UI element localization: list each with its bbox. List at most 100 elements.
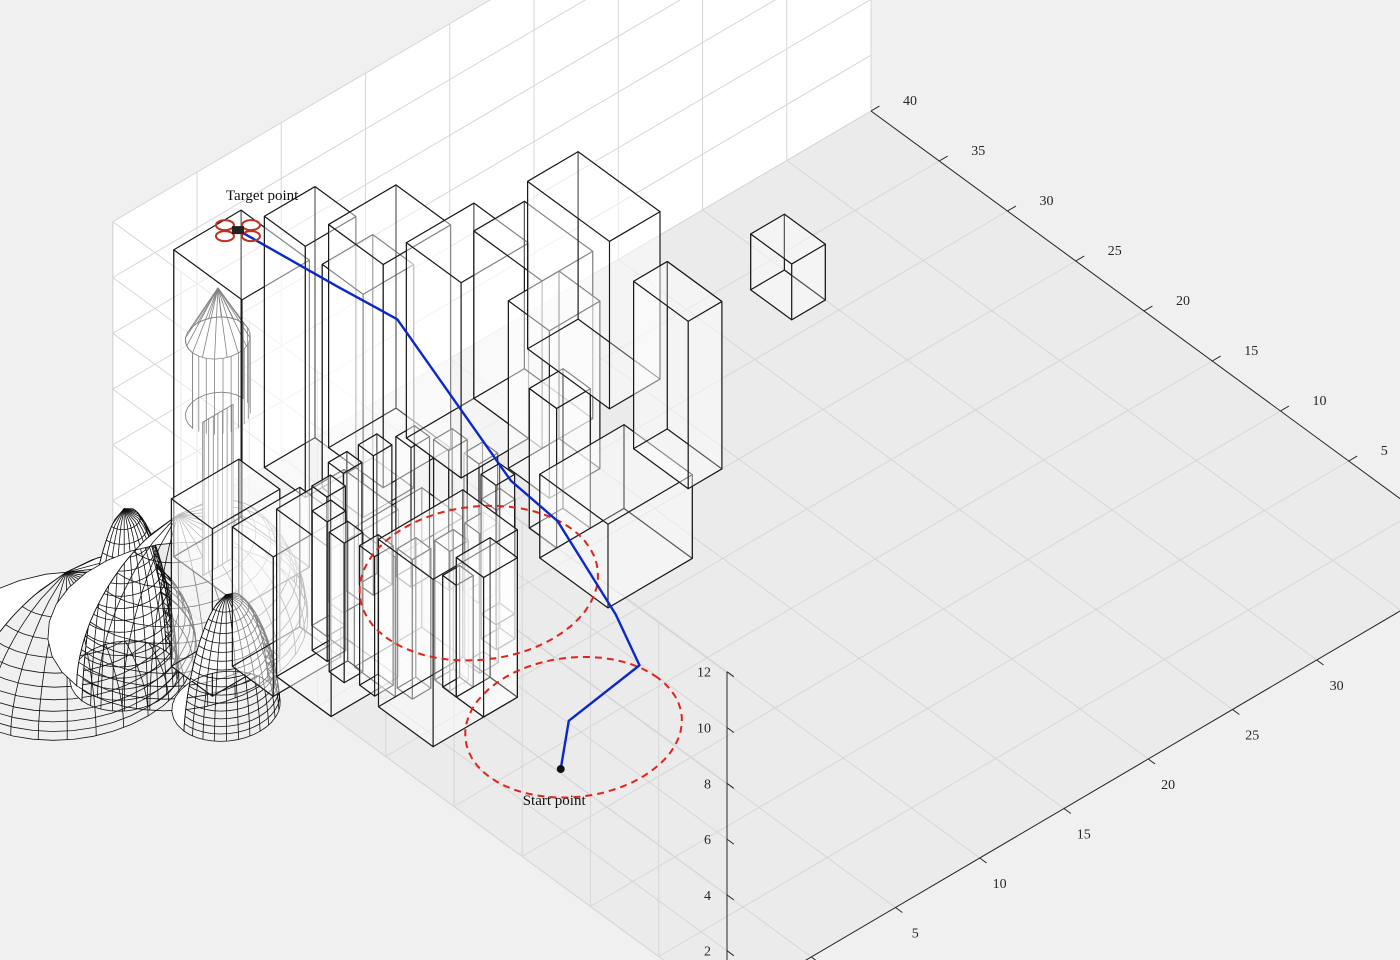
box-face [455,537,518,579]
dome-meridian [177,499,280,568]
z-tick-label: 2 [704,945,711,960]
z-tick-label: 4 [704,889,711,904]
box-face [311,510,328,662]
obstacle-box-12 [750,213,826,321]
y-tick-mark [1211,355,1221,362]
y-tick-label: 30 [1040,194,1054,209]
dome-meridian [177,514,309,618]
x-tick-label: 20 [1161,778,1175,793]
ellipsoid-meridian [225,594,276,688]
x-tick-mark [895,907,903,913]
floor-grid-x [280,457,896,908]
x-tick-label: 15 [1077,828,1091,843]
target-point-marker [214,219,261,243]
y-tick-mark [1280,405,1290,412]
ellipsoid-meridian [225,594,280,711]
floor-grid-x [365,407,981,859]
y-tick-label: 10 [1313,394,1327,409]
left-grid-z [112,332,728,784]
floor [112,111,1400,960]
ellipsoid-meridian [225,594,251,737]
y-tick-label: 25 [1108,244,1122,259]
ellipsoid-meridian [225,594,269,726]
box-face [473,200,594,282]
box-face [405,202,530,284]
z-tick-mark [726,782,735,789]
y-tick-mark [870,105,880,112]
box-face [377,489,518,580]
ellipsoid-meridian [183,594,227,732]
dome-meridian [76,514,179,686]
box-face [359,545,376,697]
z-tick-label: 10 [697,722,711,737]
obstacle-ring-20 [311,425,516,700]
obstacle-box-2 [263,186,357,498]
x-tick-label: 30 [1330,679,1344,694]
box-face [633,260,723,322]
obstacle-box-19 [442,564,474,698]
floor-grid-y [658,520,1400,957]
ellipsoid-meridian [100,508,125,710]
y-tick-mark [1348,455,1358,462]
tower-cone-line [186,287,219,347]
box-face [327,450,363,474]
x-axis-line [805,610,1400,960]
x-tick-mark [1063,808,1072,814]
box-face [396,537,432,561]
box-face [173,209,310,301]
ellipsoid-meridian [124,508,167,652]
dome-meridian [149,514,179,711]
obstacle-box-9 [633,260,723,490]
y-tick-label: 40 [903,94,917,109]
box-face [328,531,345,684]
x-tick-mark [1316,659,1324,666]
box-face [328,184,452,266]
scene [0,151,826,799]
box-face [483,557,518,718]
y-tick-label: 35 [971,144,985,159]
obstacle-box-13 [377,489,518,748]
box-face [528,368,591,410]
floor-grid-x [617,259,1233,710]
tower-cone-line [214,287,219,360]
z-tick-mark [726,950,735,957]
drone-rotor [214,230,235,243]
back-grid-z [112,0,492,223]
dome-meridian [177,514,281,672]
obstacle-box-5 [405,202,530,479]
box-face [311,499,347,523]
ellipsoid-meridian [225,593,269,682]
box-face [311,474,346,498]
drone-rotor [240,230,261,243]
box-face [357,433,393,457]
tower-cone-line [201,287,219,358]
dome-meridian [10,571,67,736]
y-tick-mark [1075,255,1085,262]
tower-cone-line [185,287,219,339]
obstacle-box-18 [455,537,518,718]
box-face [539,424,693,525]
floor-grid-x [533,308,1149,760]
box-face [231,486,342,558]
dome-meridian [177,514,180,711]
y-tick-mark [1007,205,1017,212]
z-tick-label: 8 [704,777,711,792]
start-point-label: Start point [523,793,587,809]
box-face [395,425,431,449]
obstacle-box-11 [528,368,591,549]
ellipsoid-meridian [213,594,227,742]
y-axis-line [870,110,1400,500]
box-face [328,520,364,544]
y-tick-label: 20 [1176,294,1190,309]
box-face [359,534,394,558]
obstacle-box-1 [173,209,310,608]
tower-tank-rim [185,316,251,360]
tower-cone-line [217,287,228,358]
box-face [442,574,457,698]
box-face [687,300,723,490]
box-face [750,213,826,265]
box-face [321,234,415,295]
ellipsoid-meridian [225,594,276,719]
obstacle-tower-21 [185,287,251,577]
